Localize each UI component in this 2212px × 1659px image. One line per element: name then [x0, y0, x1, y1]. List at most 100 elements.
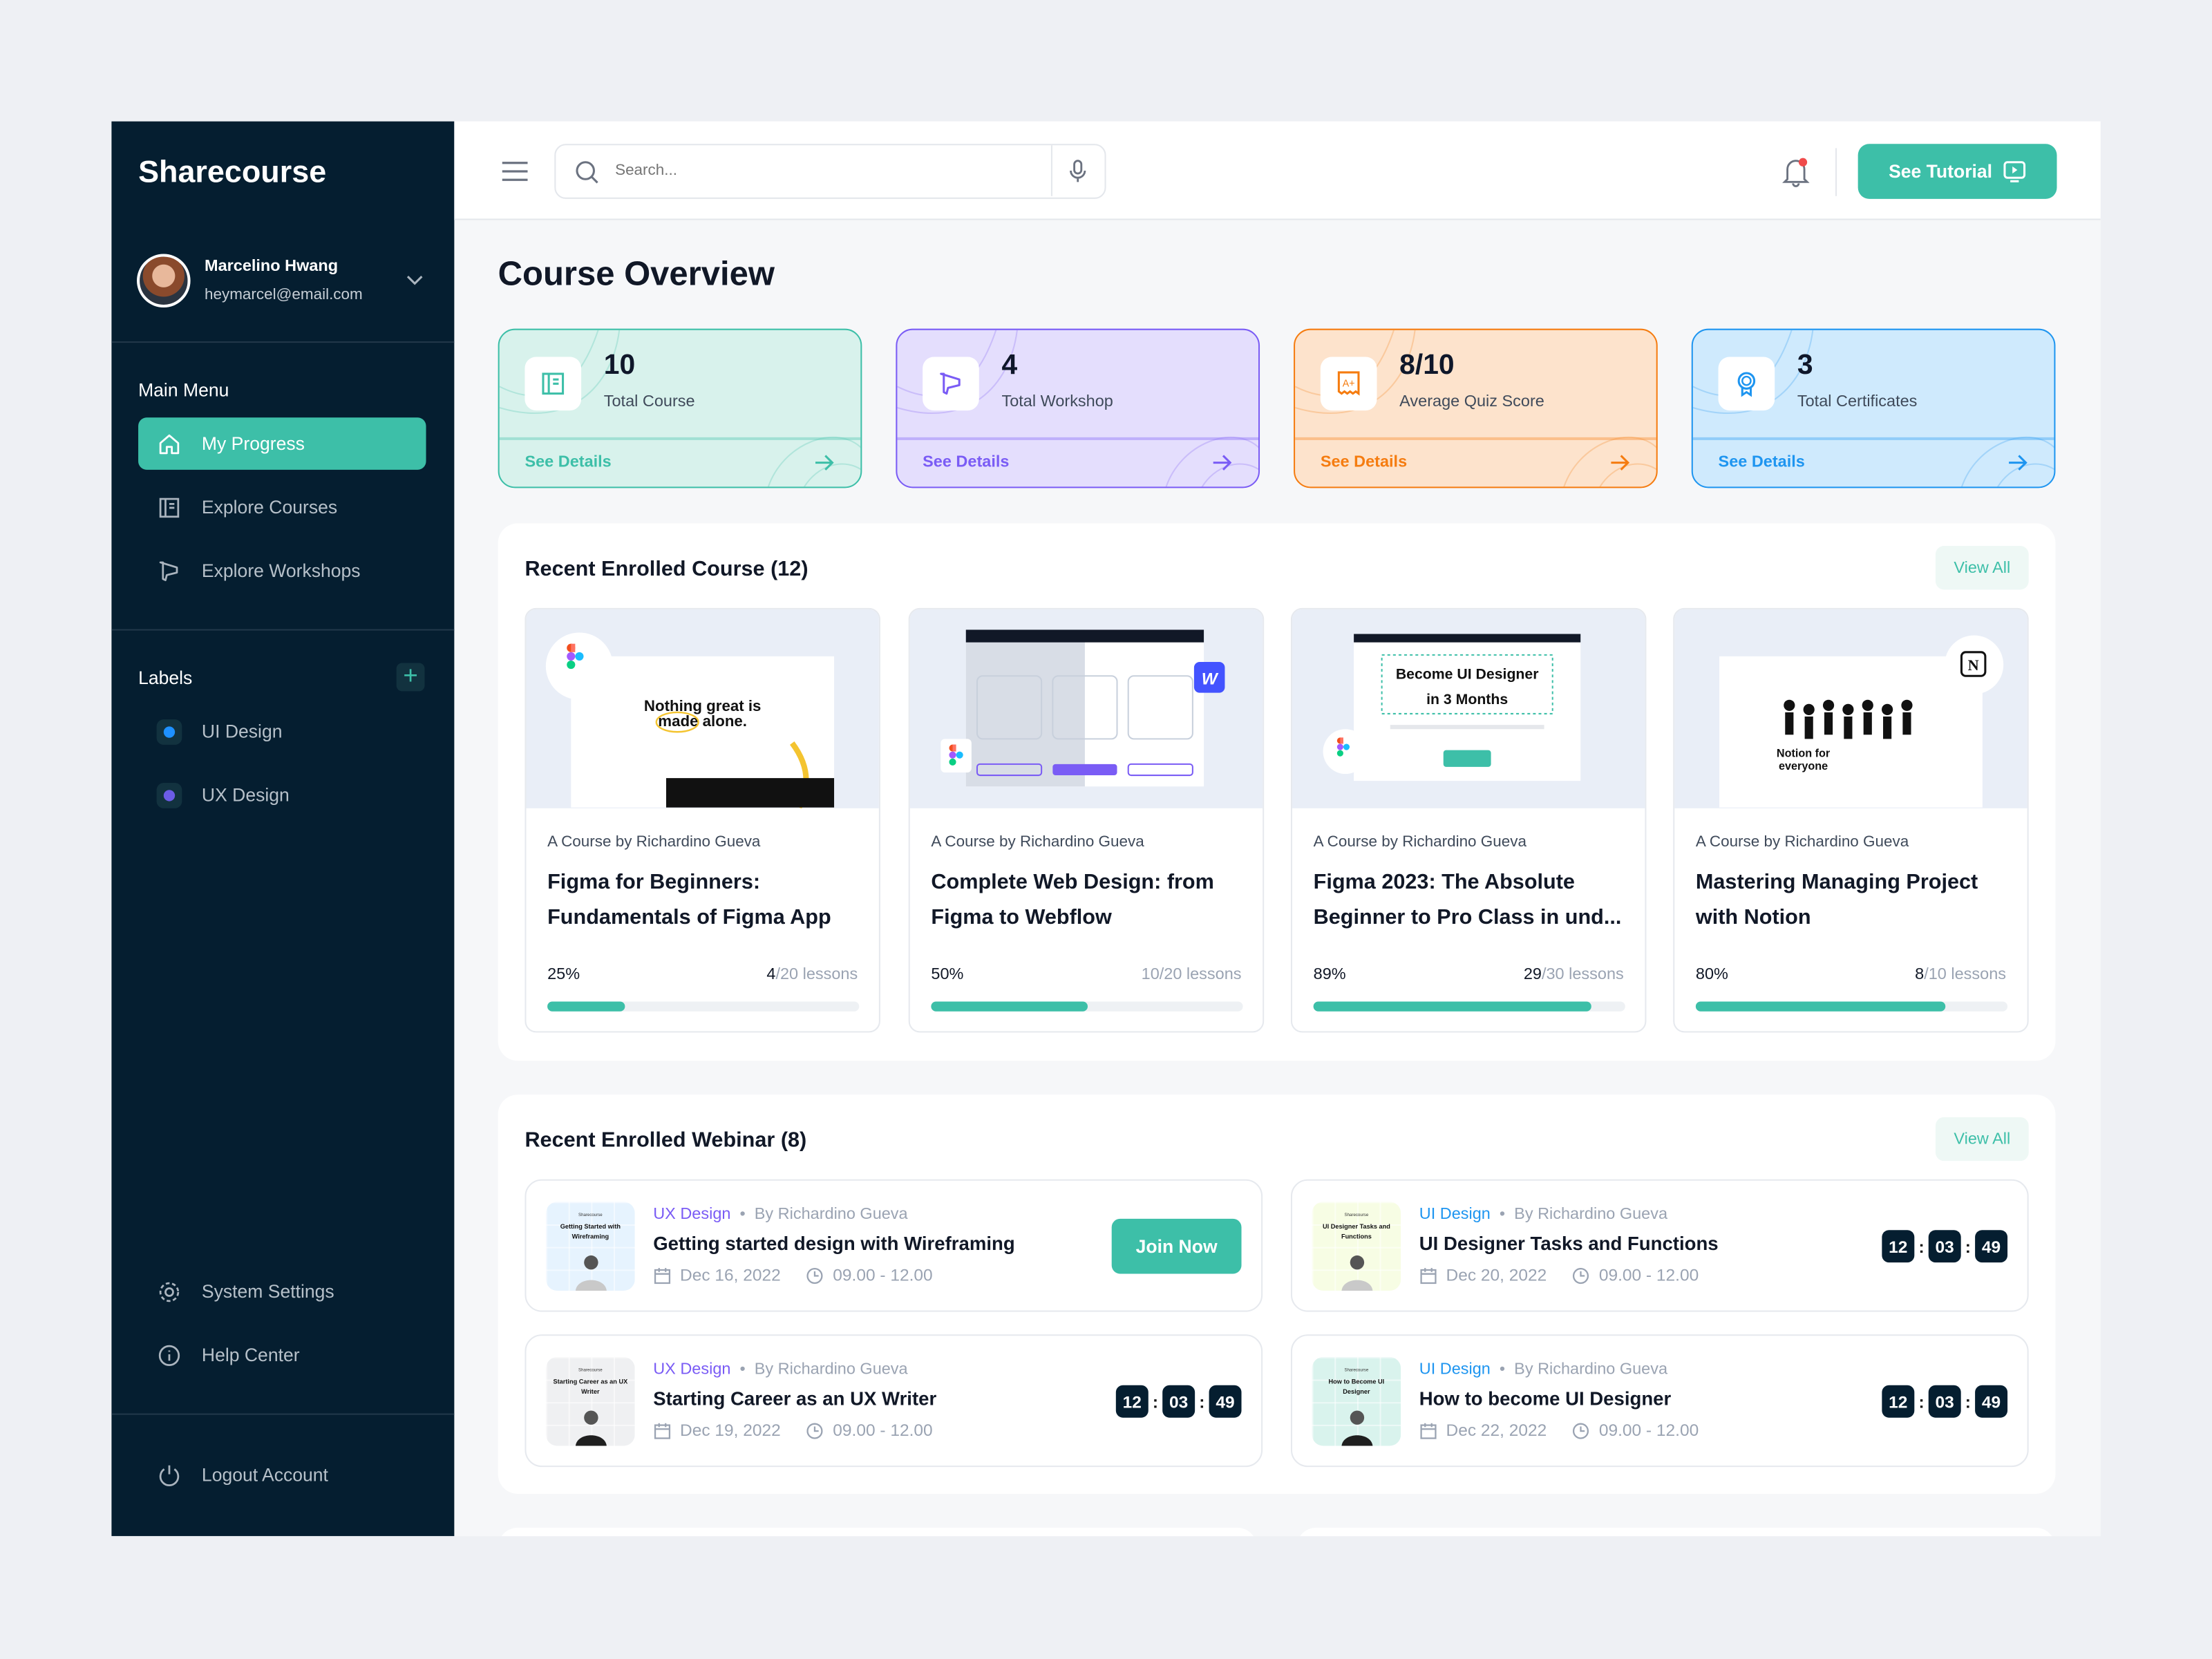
stat-label: Total Certificates — [1797, 393, 1918, 411]
logout-button[interactable]: Logout Account — [138, 1449, 426, 1501]
notification-bell-icon[interactable] — [1781, 157, 1810, 188]
view-all-webinars-button[interactable]: View All — [1935, 1117, 2029, 1162]
recent-webinars-panel: Recent Enrolled Webinar (8) View All Sha… — [498, 1094, 2056, 1494]
webinar-tag[interactable]: UX Design — [653, 1361, 731, 1378]
clock-icon — [1573, 1267, 1589, 1284]
presenter-photo — [575, 1255, 607, 1291]
lesson-count: 4/20 lessons — [766, 966, 858, 983]
arrow-right-icon[interactable] — [2006, 451, 2029, 474]
webinar-time: 09.00 - 12.00 — [1598, 1265, 1699, 1285]
sidebar-item-label: Explore Workshops — [201, 560, 361, 582]
microphone-icon[interactable] — [1069, 160, 1086, 184]
countdown-hours: 12 — [1882, 1385, 1915, 1418]
see-details-link[interactable]: See Details — [923, 454, 1010, 471]
sidebar-item-explore-courses[interactable]: Explore Courses — [138, 481, 426, 533]
sidebar-item-system-settings[interactable]: System Settings — [138, 1265, 426, 1318]
label-color-dot — [156, 782, 182, 808]
countdown-seconds: 49 — [1209, 1385, 1242, 1418]
app-logo: Sharecourse — [138, 153, 327, 189]
add-label-button[interactable]: + — [396, 662, 425, 692]
thumb-brand: Sharecourse — [578, 1367, 603, 1373]
webinar-tag[interactable]: UI Design — [1419, 1206, 1491, 1223]
chevron-down-icon[interactable] — [406, 275, 423, 286]
gear-icon — [159, 1281, 180, 1302]
webinar-time: 09.00 - 12.00 — [833, 1265, 933, 1285]
label-ui-design[interactable]: UI Design — [138, 705, 426, 758]
see-tutorial-button[interactable]: See Tutorial — [1857, 144, 2057, 199]
stat-label: Average Quiz Score — [1399, 393, 1544, 411]
webinar-thumbnail: Sharecourse Starting Career as an UX Wri… — [546, 1356, 635, 1446]
sidebar-item-explore-workshops[interactable]: Explore Workshops — [138, 544, 426, 597]
clock-icon — [1573, 1422, 1589, 1439]
user-name: Marcelino Hwang — [205, 258, 339, 276]
countdown-hours: 12 — [1882, 1230, 1915, 1263]
countdown-seconds: 49 — [1975, 1230, 2008, 1263]
course-title[interactable]: Complete Web Design: from Figma to Webfl… — [931, 870, 1214, 930]
sidebar-item-label: My Progress — [201, 433, 305, 455]
presenter-photo — [575, 1410, 607, 1446]
course-progress-percent: 89% — [1313, 966, 1346, 983]
course-card[interactable]: Become UI Designer in 3 Months A Course b… — [1290, 607, 1647, 1033]
course-title[interactable]: Figma for Beginners: Fundamentals of Fig… — [547, 870, 831, 930]
calendar-icon — [1420, 1422, 1437, 1439]
arrow-right-icon[interactable] — [1211, 451, 1233, 474]
arrow-right-icon[interactable] — [813, 451, 835, 474]
see-details-link[interactable]: See Details — [1718, 454, 1805, 471]
countdown-minutes: 03 — [1928, 1230, 1961, 1263]
webinar-schedule: Dec 20, 2022 09.00 - 12.00 — [1419, 1265, 1699, 1285]
countdown-timer: 12:03:49 — [1115, 1385, 1242, 1418]
course-author: A Course by Richardino Gueva — [547, 833, 761, 851]
user-profile[interactable]: Marcelino Hwang heymarcel@email.com — [137, 254, 426, 310]
progress-fill — [547, 1001, 625, 1012]
next-panel-partial — [1296, 1527, 2056, 1537]
webinar-card[interactable]: Sharecourse How to Become UI Designer UI… — [1290, 1334, 2029, 1468]
see-tutorial-label: See Tutorial — [1889, 160, 1993, 182]
course-card[interactable]: W A Course by Richardino Gueva Complete … — [908, 607, 1265, 1033]
label-text: UI Design — [201, 721, 283, 742]
course-title[interactable]: Mastering Managing Project with Notion — [1695, 870, 1978, 930]
course-card[interactable]: Nothing great is made alone. A Course by … — [524, 607, 880, 1033]
top-header: See Tutorial — [454, 121, 2101, 220]
label-ux-design[interactable]: UX Design — [138, 769, 426, 822]
calendar-icon — [1420, 1267, 1437, 1284]
sidebar-item-help-center[interactable]: Help Center — [138, 1329, 426, 1381]
webinar-tag[interactable]: UX Design — [653, 1206, 731, 1223]
course-card[interactable]: Notion for everyone N A Course by Richardi… — [1673, 607, 2029, 1033]
next-panel-partial — [498, 1527, 1257, 1537]
divider — [1050, 145, 1052, 196]
webinar-card[interactable]: Sharecourse UI Designer Tasks and Functi… — [1290, 1179, 2029, 1312]
stat-label: Total Course — [603, 393, 695, 411]
course-title[interactable]: Figma 2023: The Absolute Beginner to Pro… — [1313, 870, 1622, 930]
sidebar-item-my-progress[interactable]: My Progress — [138, 417, 426, 470]
see-details-link[interactable]: See Details — [524, 454, 612, 471]
search-input[interactable] — [615, 158, 1039, 184]
search-bar[interactable] — [554, 144, 1106, 199]
webinar-meta: UI Design • By Richardino Gueva — [1419, 1206, 1668, 1223]
webinar-title[interactable]: Getting started design with Wireframing — [653, 1233, 1015, 1254]
book-icon — [524, 357, 582, 411]
thumb-text: Nothing great is — [644, 697, 761, 714]
view-all-courses-button[interactable]: View All — [1935, 546, 2029, 590]
webinar-tag[interactable]: UI Design — [1419, 1361, 1491, 1378]
hamburger-menu-icon[interactable] — [501, 161, 529, 182]
webinar-title[interactable]: Starting Career as an UX Writer — [653, 1387, 937, 1410]
see-details-link[interactable]: See Details — [1320, 454, 1408, 471]
svg-text:Become UI Designer: Become UI Designer — [1396, 665, 1539, 682]
divider — [1295, 437, 1656, 439]
webinar-card[interactable]: Sharecourse Getting Started with Wirefra… — [524, 1179, 1263, 1312]
thumb-title: Getting Started with Wireframing — [560, 1222, 621, 1240]
webinar-card[interactable]: Sharecourse Starting Career as an UX Wri… — [524, 1334, 1263, 1468]
thumb-brand: Sharecourse — [1344, 1367, 1369, 1373]
webinar-schedule: Dec 22, 2022 09.00 - 12.00 — [1419, 1421, 1699, 1440]
info-icon — [158, 1344, 180, 1366]
webinar-title[interactable]: UI Designer Tasks and Functions — [1419, 1233, 1719, 1254]
arrow-right-icon[interactable] — [1608, 451, 1631, 474]
countdown-seconds: 49 — [1975, 1385, 2008, 1418]
webinar-title[interactable]: How to become UI Designer — [1419, 1387, 1672, 1410]
section-title: Recent Enrolled Course (12) — [524, 557, 809, 582]
divider — [1692, 437, 2054, 439]
join-now-button[interactable]: Join Now — [1111, 1218, 1242, 1274]
svg-text:everyone: everyone — [1779, 760, 1828, 772]
